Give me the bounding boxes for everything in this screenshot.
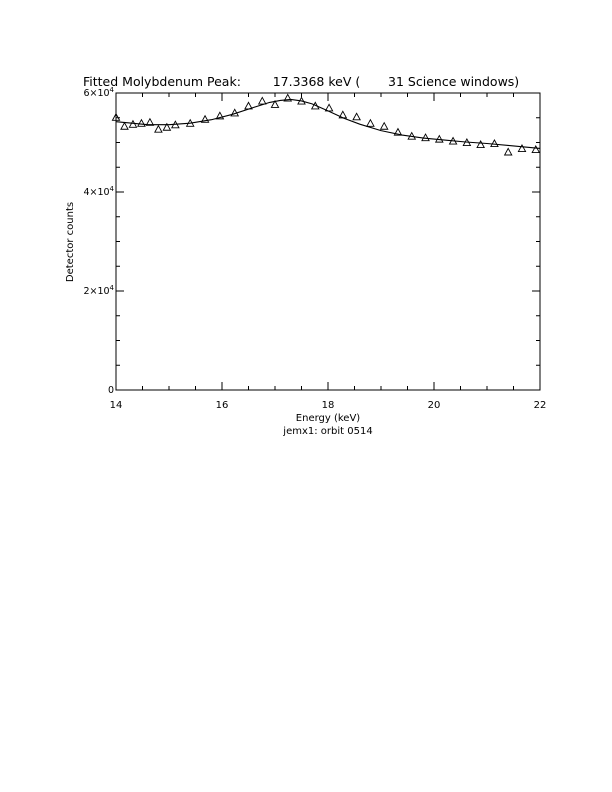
x-tick-label: 16: [216, 400, 229, 411]
data-point: [270, 99, 280, 108]
x-tick-label: 20: [428, 400, 441, 411]
data-point: [154, 124, 163, 133]
data-point: [448, 136, 458, 145]
chart-title: Fitted Molybdenum Peak: 17.3368 keV ( 31…: [83, 74, 519, 89]
data-point: [379, 121, 389, 130]
data-point: [128, 119, 138, 128]
fit-curve: [115, 98, 541, 149]
data-point: [393, 127, 403, 136]
y-axis-label: Detector counts: [65, 202, 76, 282]
axis-ticks: [115, 92, 541, 391]
x-tick-labels: 14 16 18 20 22: [110, 400, 547, 411]
data-point: [200, 114, 210, 123]
data-point: [297, 96, 306, 105]
plot-frame: [115, 92, 541, 391]
data-point: [531, 144, 541, 153]
data-point: [476, 140, 485, 149]
data-point: [137, 118, 146, 127]
data-point: [230, 108, 240, 117]
data-point: [352, 112, 361, 121]
x-tick-label: 18: [322, 400, 335, 411]
data-point: [503, 147, 513, 156]
data-point: [462, 138, 472, 147]
data-point: [366, 118, 375, 127]
data-point: [407, 131, 417, 140]
data-point: [517, 143, 527, 152]
data-point: [310, 101, 320, 110]
data-point: [215, 111, 225, 120]
data-point: [120, 121, 129, 130]
y-tick-label: 2×104: [83, 284, 114, 297]
data-point: [171, 120, 180, 129]
chart-subtitle: jemx1: orbit 0514: [282, 426, 372, 437]
data-point: [162, 122, 172, 131]
data-point: [185, 118, 195, 127]
data-point: [490, 139, 499, 148]
data-point: [324, 103, 334, 112]
data-point: [257, 96, 267, 105]
data-point: [244, 101, 253, 110]
x-axis-label: Energy (keV): [296, 413, 361, 424]
y-tick-label: 6×104: [83, 86, 114, 99]
x-tick-label: 14: [110, 400, 123, 411]
data-point: [338, 110, 348, 119]
data-point: [145, 117, 155, 126]
data-point: [434, 134, 444, 143]
y-tick-label: 0: [108, 385, 114, 396]
data-point: [111, 112, 121, 121]
data-point: [421, 133, 430, 142]
data-points: [111, 93, 541, 156]
x-tick-label: 22: [534, 400, 547, 411]
y-tick-label: 4×104: [83, 185, 114, 198]
fit-curve-group: [115, 98, 541, 149]
y-tick-labels: 0 2×104 4×104 6×104: [83, 86, 114, 396]
data-point: [283, 93, 293, 102]
